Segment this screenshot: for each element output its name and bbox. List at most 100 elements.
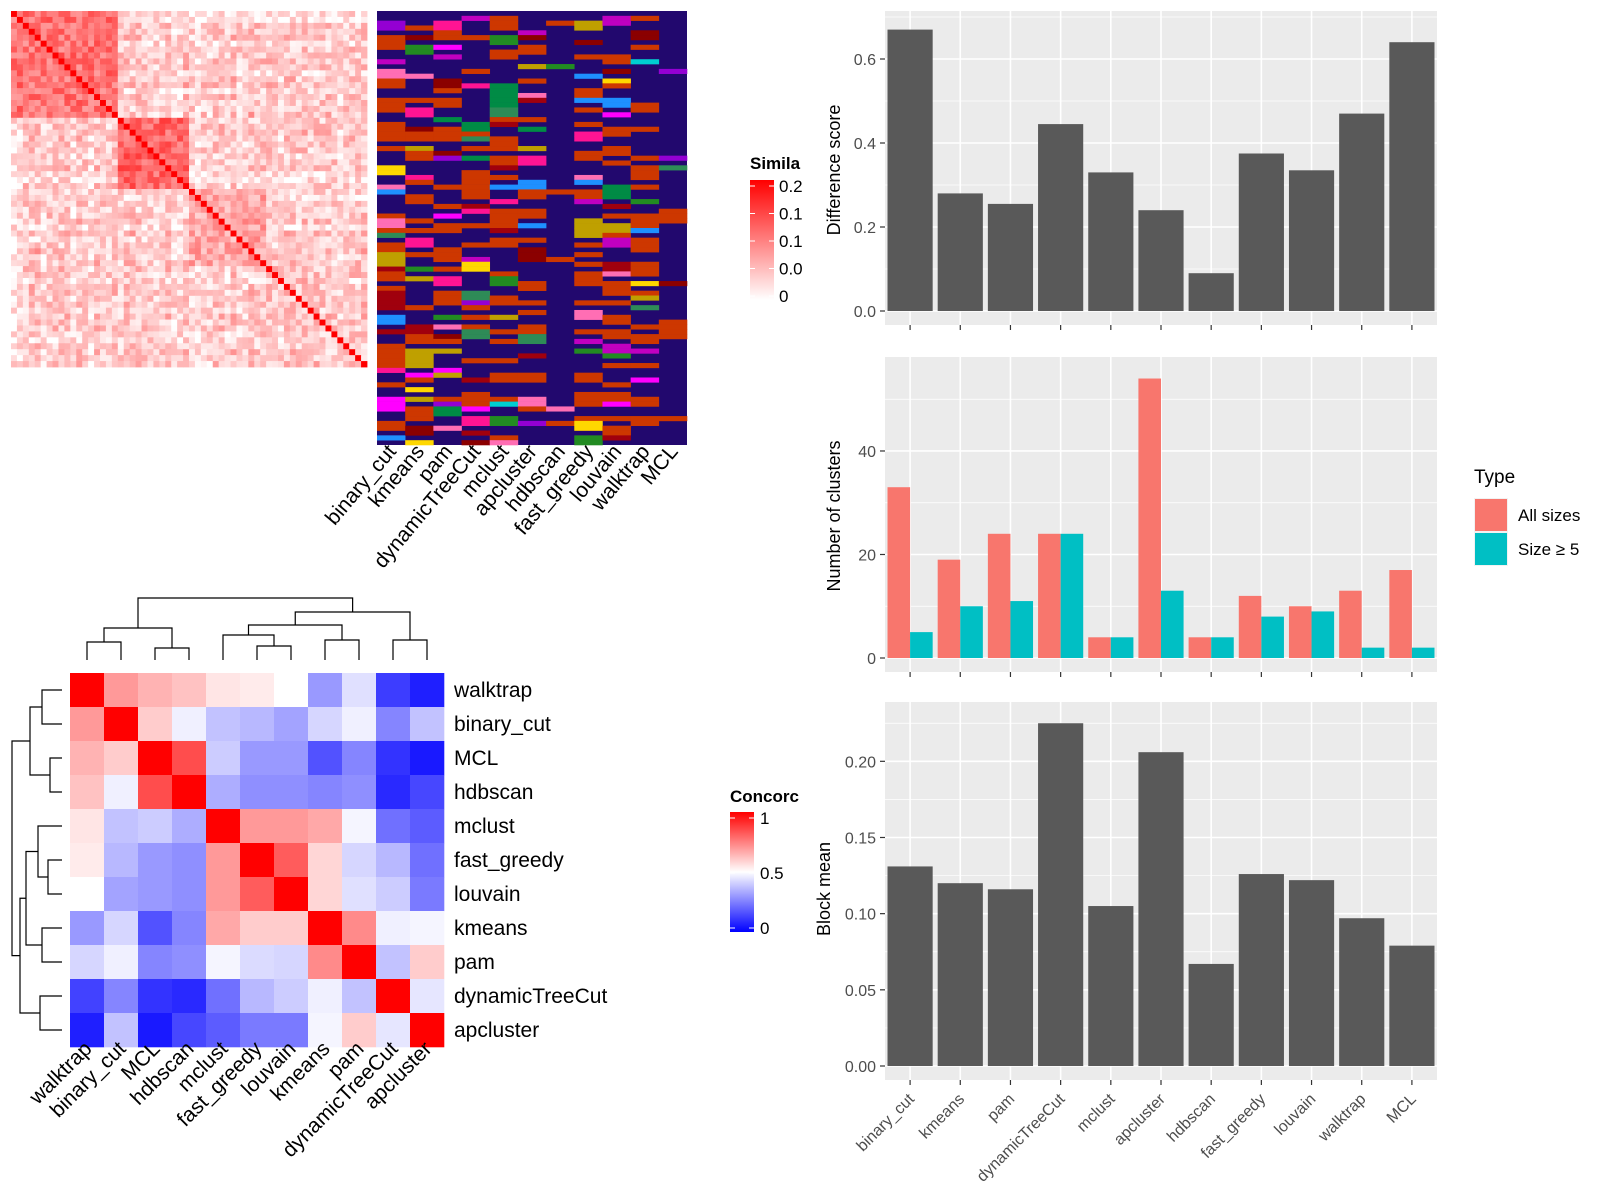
similarity-cell	[248, 58, 255, 65]
similarity-cell	[260, 147, 267, 154]
similarity-cell	[355, 301, 362, 309]
similarity-cell	[200, 58, 208, 65]
concordance-cell	[104, 707, 139, 742]
similarity-cell	[206, 22, 214, 30]
similarity-cell	[236, 325, 243, 332]
similarity-cell	[313, 141, 320, 148]
similarity-cell	[337, 34, 344, 42]
similarity-cell	[171, 307, 178, 314]
similarity-cell	[272, 88, 279, 95]
similarity-cell	[141, 46, 148, 53]
similarity-cell	[361, 52, 368, 59]
similarity-cell	[46, 325, 53, 332]
similarity-cell	[76, 28, 83, 36]
similarity-cell	[254, 159, 261, 166]
similarity-cell	[165, 189, 172, 196]
similarity-cell	[40, 40, 47, 47]
similarity-cell	[117, 129, 125, 136]
concordance-cell	[172, 741, 207, 776]
similarity-cell	[100, 129, 107, 136]
similarity-cell	[82, 230, 89, 237]
concordance-cell	[308, 979, 343, 1014]
similarity-cell	[313, 200, 320, 208]
similarity-cell	[218, 272, 225, 279]
similarity-cell	[272, 64, 279, 71]
similarity-cell	[295, 94, 303, 101]
annotation-cell	[489, 107, 519, 113]
similarity-cell	[242, 331, 249, 338]
similarity-cell	[123, 70, 131, 77]
similarity-cell	[248, 343, 255, 350]
similarity-cell	[82, 319, 89, 326]
similarity-cell	[230, 153, 237, 160]
similarity-cell	[141, 266, 148, 273]
annotation-cell	[405, 396, 434, 402]
annotation-cell	[377, 343, 406, 349]
annotation-cell	[433, 396, 462, 402]
annotation-cell	[630, 174, 660, 181]
similarity-cell	[100, 295, 107, 303]
similarity-cell	[183, 165, 190, 172]
annotation-cell	[602, 160, 631, 166]
similarity-cell	[301, 319, 309, 326]
similarity-cell	[117, 94, 125, 101]
similarity-cell	[206, 11, 214, 18]
similarity-cell	[129, 183, 136, 190]
similarity-cell	[58, 206, 65, 214]
annotation-cell	[433, 30, 462, 36]
similarity-cell	[34, 34, 42, 42]
similarity-cell	[171, 295, 178, 303]
similarity-cell	[319, 40, 326, 47]
annotation-cell	[602, 184, 631, 190]
similarity-cell	[200, 361, 208, 368]
similarity-cell	[301, 200, 309, 208]
similarity-cell	[34, 141, 42, 148]
annotation-cell	[574, 73, 603, 79]
concordance-cell	[410, 979, 445, 1014]
similarity-cell	[236, 177, 243, 184]
similarity-cell	[307, 147, 314, 154]
similarity-cell	[135, 64, 142, 71]
similarity-cell	[307, 100, 314, 107]
similarity-cell	[361, 28, 368, 36]
similarity-cell	[52, 111, 59, 119]
similarity-cell	[189, 206, 196, 214]
similarity-cell	[34, 117, 42, 125]
similarity-cell	[307, 28, 314, 36]
similarity-cell	[129, 165, 136, 172]
similarity-cell	[361, 361, 368, 368]
similarity-cell	[248, 171, 255, 178]
similarity-cell	[52, 242, 59, 249]
similarity-cell	[22, 70, 30, 77]
similarity-cell	[117, 52, 125, 59]
similarity-cell	[242, 189, 249, 196]
similarity-cell	[230, 230, 237, 237]
annotation-cell	[574, 309, 603, 316]
similarity-cell	[34, 147, 42, 154]
similarity-cell	[278, 11, 285, 18]
column-dendrogram-branch	[392, 639, 428, 660]
annotation-cell	[377, 121, 406, 128]
similarity-cell	[283, 141, 291, 148]
similarity-cell	[337, 183, 344, 190]
similarity-cell	[123, 94, 131, 101]
annotation-cell	[517, 155, 547, 161]
similarity-cell	[40, 165, 47, 172]
similarity-cell	[272, 100, 279, 107]
similarity-cell	[218, 242, 225, 249]
similarity-cell	[129, 319, 136, 326]
similarity-cell	[194, 301, 202, 309]
similarity-cell	[272, 58, 279, 65]
similarity-cell	[248, 224, 255, 231]
similarity-cell	[266, 242, 273, 249]
similarity-cell	[272, 331, 279, 338]
similarity-cell	[224, 123, 231, 131]
similarity-cell	[242, 194, 249, 202]
similarity-cell	[117, 331, 125, 338]
similarity-cell	[343, 361, 350, 368]
similarity-cell	[212, 248, 220, 255]
similarity-cell	[183, 76, 190, 83]
similarity-cell	[212, 22, 220, 30]
similarity-cell	[230, 40, 237, 47]
similarity-cell	[159, 236, 166, 243]
